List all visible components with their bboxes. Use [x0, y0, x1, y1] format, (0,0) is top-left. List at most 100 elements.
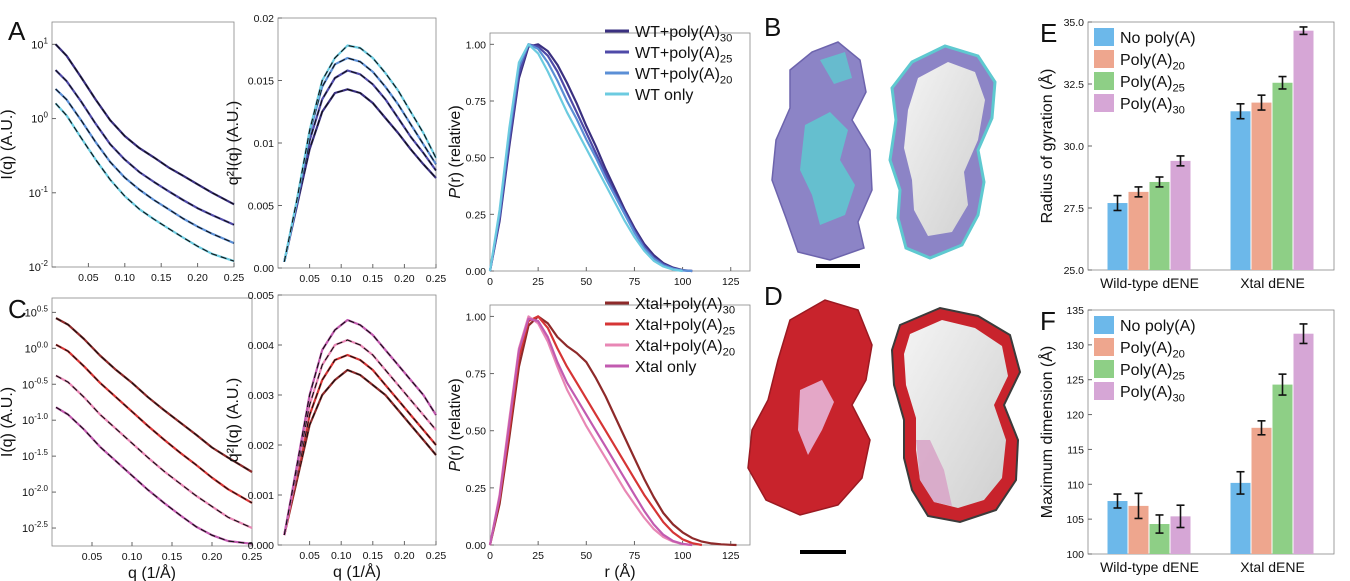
x-axis-label: r (Å): [604, 562, 635, 581]
bar: [1149, 524, 1170, 554]
y-tick-label: 1.00: [466, 311, 487, 323]
plot-frame: [51, 297, 253, 547]
y-axis-label: I(q) (A.U.): [0, 387, 16, 457]
series-line: [488, 317, 693, 547]
y-tick-label: 100.0: [25, 340, 49, 355]
y-tick-label: 0.002: [248, 440, 274, 452]
plot-frame: [1087, 309, 1335, 555]
x-tick-label: 0.05: [299, 550, 320, 562]
y-tick-label: 30.0: [1064, 141, 1085, 153]
x-tick-label: 0.10: [331, 550, 352, 562]
legend-label: No poly(A): [1120, 318, 1196, 335]
y-tick-label: 25.0: [1064, 265, 1085, 277]
y-tick-label: 125: [1066, 375, 1084, 387]
bar: [1170, 160, 1191, 270]
fit-line: [283, 339, 437, 536]
y-axis-label: I(q) (A.U.): [0, 109, 16, 179]
bar: [1107, 203, 1128, 270]
series-line: [54, 69, 235, 226]
y-tick-label: 10-2.5: [22, 520, 49, 535]
y-tick-label: 10-2.0: [22, 484, 49, 499]
legend-swatch: [1094, 50, 1114, 68]
bar: [1170, 516, 1191, 554]
x-tick-label: 75: [629, 550, 641, 562]
legend-swatch: [1094, 360, 1114, 378]
panel-letter-b: B: [764, 12, 781, 42]
y-tick-label: 0.005: [248, 290, 274, 302]
y-tick-label: 10-2: [29, 259, 49, 274]
y-axis-label: P(r) (relative): [447, 378, 464, 471]
category-label: Wild-type dENE: [1100, 275, 1199, 291]
y-tick-label: 10-1.5: [22, 448, 49, 463]
y-tick-label: 0.004: [248, 340, 274, 352]
fit-line: [55, 406, 253, 545]
category-label: Xtal dENE: [1240, 559, 1305, 575]
series-line: [54, 43, 235, 206]
y-tick-label: 0.00: [466, 540, 487, 552]
chart-a2: 0.05 0.10 0.15 0.20 0.25 0.00 0.005 0.01 0.015 0.…: [225, 13, 446, 285]
plot-frame: [489, 304, 751, 546]
bar: [1293, 333, 1314, 554]
legend-label: WT+poly(A)20: [635, 66, 732, 86]
series-line: [488, 315, 703, 547]
y-axis-label: P(r) (relative): [447, 105, 464, 198]
y-tick-label: 0.01: [254, 138, 275, 150]
panel-letter-a: A: [8, 16, 26, 46]
y-tick-label: 0.75: [466, 96, 487, 108]
series-line: [55, 317, 253, 473]
y-tick-label: 100: [1066, 549, 1084, 561]
series-line: [488, 43, 683, 273]
legend-label: Xtal+poly(A)20: [635, 338, 735, 358]
series-line: [54, 102, 235, 263]
x-tick-label: 0.25: [242, 551, 263, 563]
y-axis-label: Radius of gyration (Å): [1037, 69, 1056, 224]
series-line: [55, 343, 253, 504]
bar: [1293, 30, 1314, 271]
chart-c2: 0.05 0.10 0.15 0.20 0.250.0000.0010.0020.003…: [225, 290, 446, 581]
bar: [1272, 384, 1293, 554]
x-tick-label: 75: [629, 276, 641, 288]
y-tick-label: 0.25: [466, 209, 487, 221]
chart-e: E 25.0 27.5 30.0 32.5 35.0 Wild-type dENE Xtal …: [1037, 17, 1335, 291]
y-tick-label: 10-1: [29, 185, 49, 200]
legend-label: Xtal+poly(A)30: [635, 296, 735, 316]
panel-letter-c: C: [8, 294, 27, 324]
y-tick-label: 101: [31, 36, 48, 51]
x-tick-label: 0: [487, 550, 493, 562]
legend-swatch: [1094, 382, 1114, 400]
y-tick-label: 100.5: [25, 304, 49, 319]
legend-label: WT only: [635, 87, 693, 104]
plot-frame: [489, 32, 751, 272]
bar: [1149, 181, 1170, 270]
y-tick-label: 0.50: [466, 153, 487, 165]
series-line: [55, 406, 253, 545]
category-label: Xtal dENE: [1240, 275, 1305, 291]
x-axis-label: q (1/Å): [128, 563, 176, 581]
fit-line: [55, 375, 253, 529]
x-tick-label: 0.10: [122, 551, 143, 563]
chart-a3: 0 25 50 75 100 125 0.00 0.25 0.50 0.75 1.00 P(r) (r…: [447, 24, 751, 288]
x-tick-label: 0.05: [299, 273, 320, 285]
y-tick-label: 32.5: [1064, 79, 1085, 91]
y-tick-label: 0.00: [254, 263, 275, 275]
series-line: [55, 374, 253, 530]
legend-label: Poly(A)25: [1120, 362, 1185, 382]
panel-letter-d: D: [764, 281, 783, 311]
plot-frame: [277, 17, 437, 269]
bar: [1251, 102, 1272, 270]
y-tick-label: 115: [1067, 444, 1084, 456]
y-axis-label: q²I(q) (A.U.): [225, 378, 242, 462]
fit-line: [55, 317, 253, 473]
bar: [1107, 501, 1128, 554]
y-tick-label: 10-1.0: [22, 412, 49, 427]
panel-letter-e: E: [1040, 18, 1057, 48]
legend-swatch: [1094, 338, 1114, 356]
y-tick-label: 120: [1066, 410, 1084, 422]
x-tick-label: 0.20: [394, 550, 415, 562]
fit-line: [55, 43, 235, 205]
x-tick-label: 50: [580, 550, 592, 562]
plot-frame: [51, 21, 235, 268]
wt-envelope-patch: [800, 112, 855, 225]
bar: [1230, 111, 1251, 270]
bar: [1272, 82, 1293, 270]
